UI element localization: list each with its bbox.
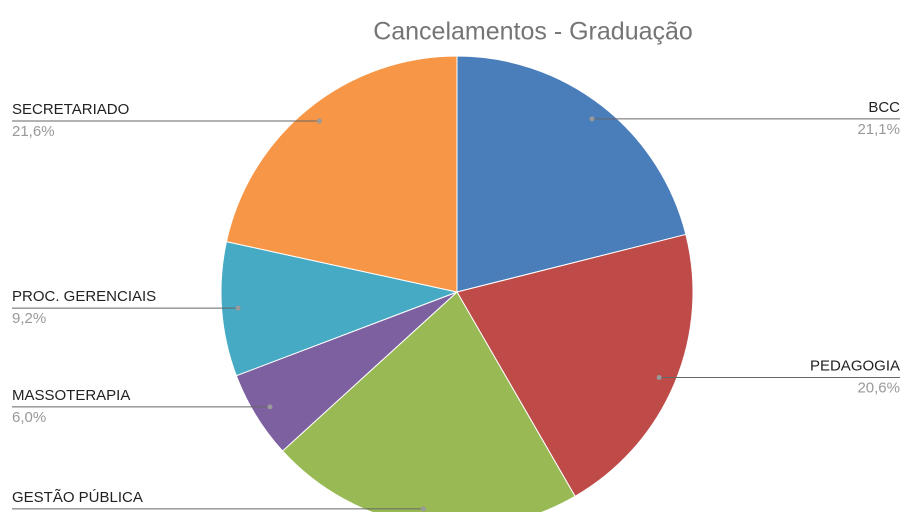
leader-dot [589,116,595,122]
slice-value: 21,6% [12,123,55,140]
slice-label: PEDAGOGIA [810,357,900,374]
slice-value: 21,6% [12,511,55,512]
leader-dot [267,404,273,410]
slice-label: PROC. GERENCIAIS [12,288,156,305]
pie-slice [225,55,458,293]
leader-dot [316,118,322,124]
slice-label: MASSOTERAPIA [12,387,130,404]
leader-dot [420,506,426,512]
pie-slice [456,55,687,293]
slice-value: 6,0% [12,409,46,426]
slice-label: GESTÃO PÚBLICA [12,489,143,506]
slice-label: SECRETARIADO [12,101,129,118]
leader-dot [235,305,241,311]
pie-slice [456,233,694,498]
chart-title: Cancelamentos - Graduação [373,18,693,46]
slice-value: 21,1% [857,121,900,138]
pie-slice [220,241,459,377]
slice-label: BCC [868,99,900,116]
leader-dot [656,375,662,381]
slice-value: 9,2% [12,310,46,327]
slice-value: 20,6% [857,379,900,396]
